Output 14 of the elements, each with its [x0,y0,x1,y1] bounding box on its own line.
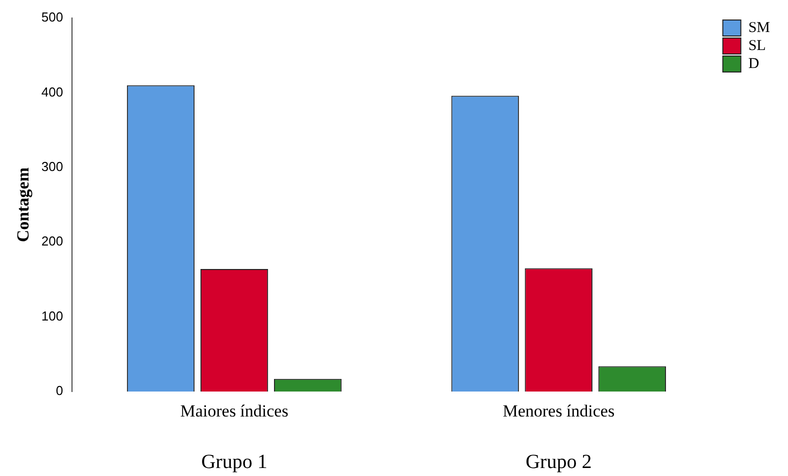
y-axis-title: Contagem [14,167,33,242]
y-tick-label: 300 [41,159,64,174]
x-tick-label: Menores índices [502,401,615,420]
text: Grupo 2 [526,451,592,473]
y-tick-label: 100 [41,308,64,324]
y-tick-label: 0 [56,383,64,398]
y-tick-label: 200 [41,234,64,249]
y-tick-label: 500 [41,10,64,25]
y-tick-label: 400 [41,84,64,100]
text: Grupo 1 [201,451,268,473]
legend-label: D [748,56,760,72]
x-tick-label: Maiores índices [180,401,288,420]
legend-label: SL [748,38,766,54]
legend-label: SM [748,20,770,36]
